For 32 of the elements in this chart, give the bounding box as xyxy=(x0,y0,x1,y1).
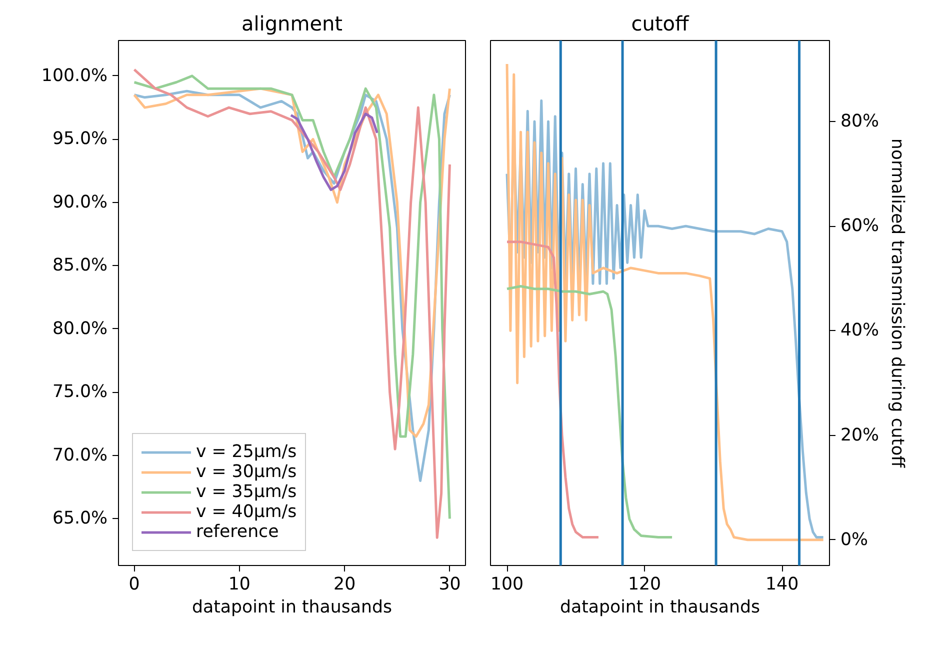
chart-title: cutoff xyxy=(631,12,690,36)
y2-tick-label: 0% xyxy=(840,530,868,550)
x-tick-label: 120 xyxy=(628,574,662,594)
x-tick-label: 0 xyxy=(128,574,140,594)
x-tick-label: 100 xyxy=(490,574,524,594)
y-tick-label: 80.0% xyxy=(52,318,108,339)
y-tick-label: 100.0% xyxy=(41,66,108,86)
x-tick-label: 140 xyxy=(766,574,799,594)
legend-label: v = 40µm/s xyxy=(196,502,297,522)
x-tick-label: 20 xyxy=(334,574,356,594)
y-tick-label: 95.0% xyxy=(52,129,108,150)
legend-label: v = 35µm/s xyxy=(196,482,297,502)
line-series xyxy=(290,112,378,192)
legend-label: reference xyxy=(196,522,279,542)
y-tick-label: 85.0% xyxy=(52,256,108,276)
y2-axis-title: normalized transmission during cutoff xyxy=(887,138,908,469)
y-tick-label: 75.0% xyxy=(52,382,108,402)
x-axis-title: datapoint in thausands xyxy=(560,598,760,618)
line-series xyxy=(506,285,674,539)
y-tick-label: 65.0% xyxy=(52,508,108,529)
y2-tick-label: 80% xyxy=(840,112,880,132)
x-tick-label: 10 xyxy=(228,574,250,594)
y2-tick-label: 60% xyxy=(840,216,880,236)
y2-tick-label: 40% xyxy=(840,320,880,341)
chart-title: alignment xyxy=(241,12,343,36)
x-tick-label: 30 xyxy=(438,574,461,594)
legend-label: v = 30µm/s xyxy=(196,462,297,482)
legend-label: v = 25µm/s xyxy=(196,442,297,462)
y-tick-label: 70.0% xyxy=(52,445,108,466)
x-axis-title: datapoint in thausands xyxy=(192,598,392,618)
y-tick-label: 90.0% xyxy=(52,192,108,212)
y2-tick-label: 20% xyxy=(840,425,880,446)
